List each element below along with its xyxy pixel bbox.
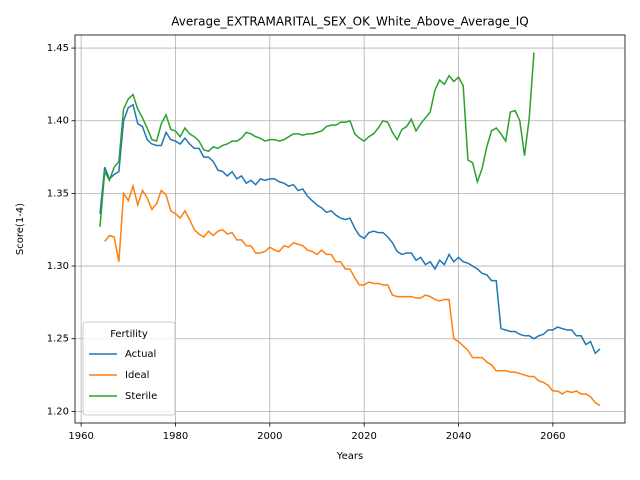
x-tick-label: 1960 (68, 431, 93, 442)
legend-label: Actual (125, 349, 156, 360)
x-tick-label: 2000 (257, 431, 282, 442)
y-tick-label: 1.40 (47, 116, 69, 127)
y-tick-label: 1.30 (47, 261, 69, 272)
y-tick-label: 1.35 (47, 188, 69, 199)
legend-title: Fertility (110, 329, 148, 340)
series-line (104, 183, 601, 407)
plot-frame (74, 34, 626, 424)
x-tick-label: 1980 (163, 431, 188, 442)
series-line (99, 52, 535, 227)
legend-box (82, 321, 176, 416)
y-tick-label: 1.45 (47, 43, 69, 54)
x-tick-label: 2060 (540, 431, 565, 442)
x-axis-label: Years (336, 451, 363, 462)
y-tick-label: 1.25 (47, 334, 69, 345)
legend-label: Ideal (125, 370, 149, 381)
chart-title: Average_EXTRAMARITAL_SEX_OK_White_Above_… (171, 15, 529, 29)
series-line (99, 103, 601, 355)
x-tick-label: 2040 (446, 431, 471, 442)
y-axis-label: Score(1-4) (15, 203, 26, 255)
legend: Fertility Actual Ideal Sterile (82, 321, 176, 416)
x-tick-label: 2020 (351, 431, 376, 442)
legend-label: Sterile (125, 391, 157, 402)
y-tick-label: 1.20 (47, 406, 69, 417)
